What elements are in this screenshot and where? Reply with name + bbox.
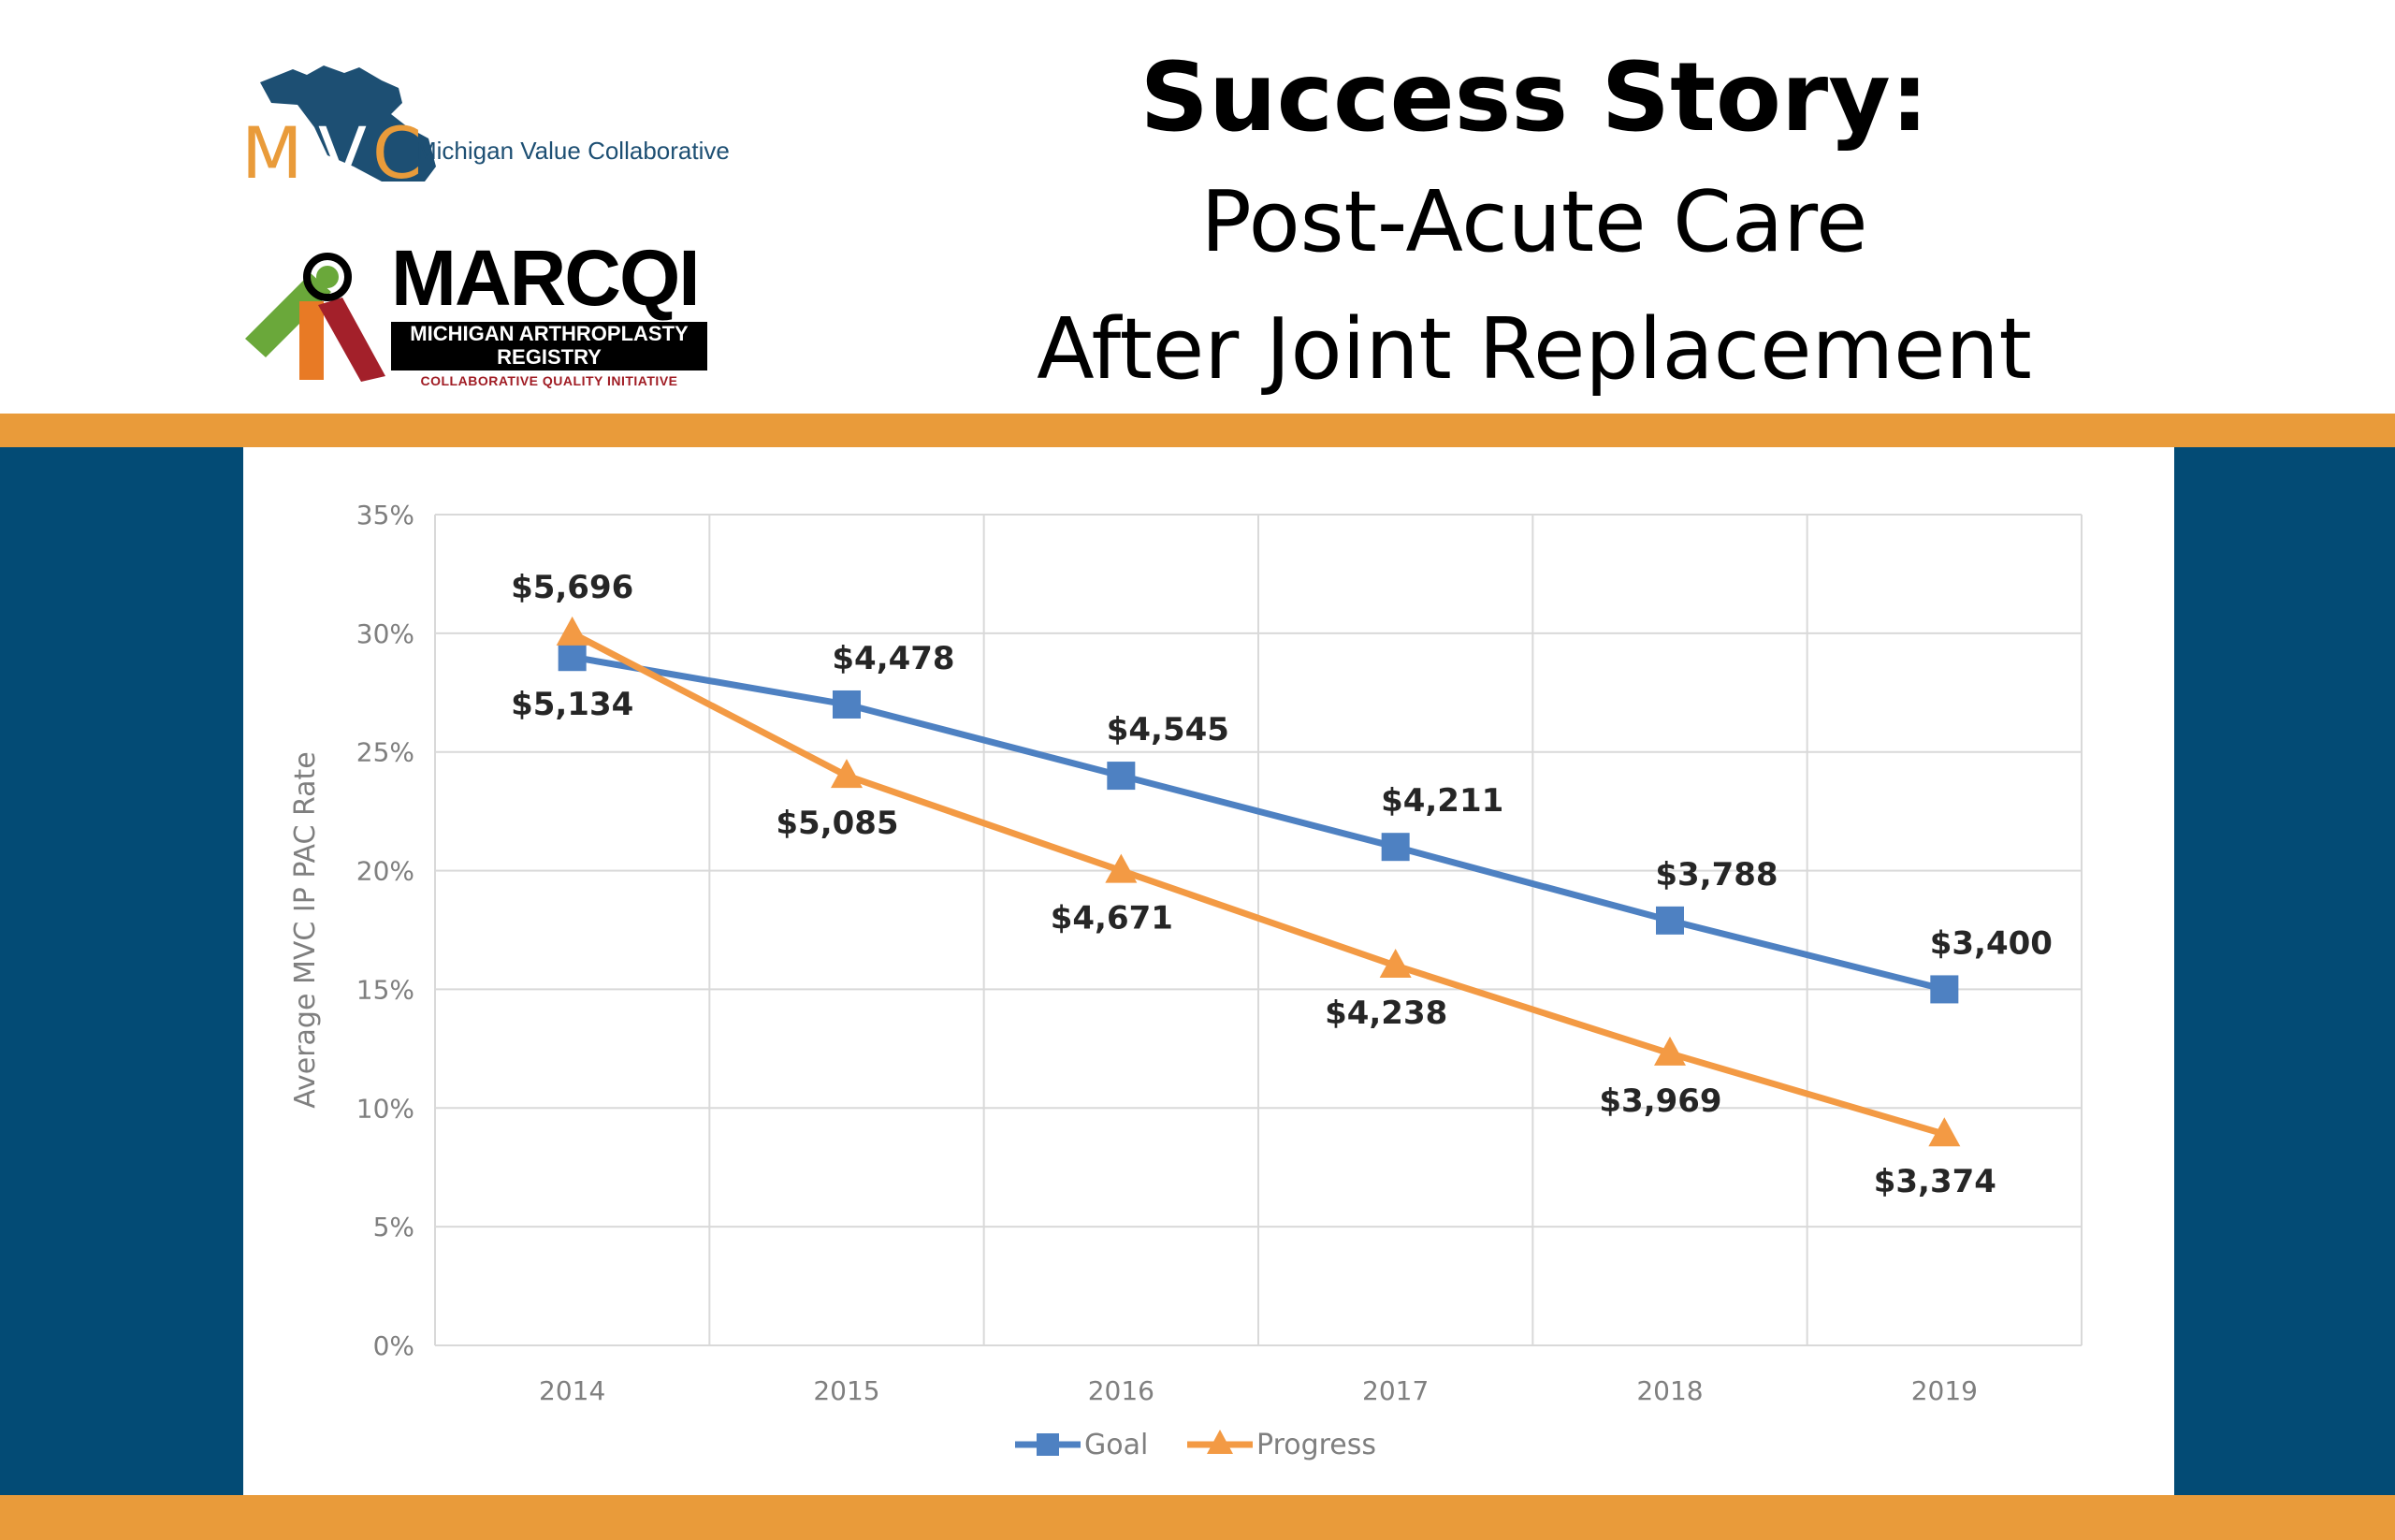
- goal-point: [558, 643, 587, 672]
- x-tick-label: 2018: [1636, 1375, 1703, 1406]
- goal-point: [1107, 762, 1136, 791]
- marcqi-emblem: [245, 253, 385, 382]
- series-line-goal: [572, 653, 1946, 993]
- x-tick-label: 2017: [1362, 1375, 1429, 1406]
- y-axis-label: Average MVC IP PAC Rate: [289, 751, 322, 1109]
- marcqi-registry-box: MICHIGAN ARTHROPLASTY REGISTRY: [391, 322, 707, 370]
- goal-data-label: $4,211: [1381, 782, 1503, 820]
- line-chart: 0%5%10%15%20%25%30%35% 2014 2015 2016 2017 2…: [289, 500, 2083, 1461]
- y-tick-label: 20%: [356, 856, 414, 887]
- y-tick-label: 15%: [356, 974, 414, 1005]
- x-axis-ticks: 2014 2015 2016 2017 2018 2019: [539, 1375, 1978, 1406]
- x-tick-label: 2016: [1088, 1375, 1154, 1406]
- chart-legend: Goal Progress: [1015, 1429, 1376, 1461]
- progress-point: [1379, 949, 1412, 979]
- marcqi-line2: REGISTRY: [497, 345, 602, 369]
- progress-data-label: $5,696: [511, 569, 633, 606]
- data-labels: $5,134 $4,478 $4,545 $4,211 $3,788 $3,400 $5,6…: [511, 569, 2053, 1200]
- progress-data-label: $3,374: [1874, 1163, 1996, 1200]
- x-tick-label: 2019: [1911, 1375, 1978, 1406]
- title-block: Success Story: Post-Acute Care After Joi…: [936, 37, 2133, 414]
- goal-point: [1656, 906, 1684, 935]
- marcqi-tagline: COLLABORATIVE QUALITY INITIATIVE: [420, 373, 678, 388]
- progress-point: [556, 616, 588, 646]
- mvc-letter-v: V: [318, 111, 367, 193]
- goal-point: [1930, 975, 1959, 1004]
- goal-data-label: $3,788: [1655, 856, 1778, 893]
- orange-divider-bottom: [0, 1495, 2395, 1540]
- x-tick-label: 2015: [813, 1375, 879, 1406]
- goal-data-label: $3,400: [1930, 924, 2053, 962]
- mvc-logo: M V C: [241, 65, 436, 193]
- y-tick-label: 35%: [356, 500, 414, 530]
- series-line-progress: [571, 630, 1946, 1138]
- goal-data-label: $5,134: [511, 686, 633, 723]
- goal-data-label: $4,478: [832, 640, 954, 677]
- x-tick-label: 2014: [539, 1375, 605, 1406]
- progress-point: [831, 759, 863, 789]
- orange-divider-top: [0, 414, 2395, 447]
- legend-marker-progress: [1207, 1430, 1233, 1454]
- y-tick-label: 0%: [373, 1330, 414, 1361]
- page-subtitle-line2: After Joint Replacement: [1037, 300, 2032, 399]
- progress-data-label: $3,969: [1599, 1082, 1721, 1120]
- mvc-letter-m: M: [241, 111, 303, 193]
- legend-label-goal: Goal: [1084, 1429, 1148, 1461]
- goal-point: [833, 690, 861, 719]
- marcqi-name: MARCQI: [391, 234, 701, 322]
- y-tick-label: 25%: [356, 737, 414, 768]
- mvc-logo-text: Michigan Value Collaborative: [416, 137, 730, 165]
- progress-point: [1654, 1036, 1686, 1066]
- legend-label-progress: Progress: [1256, 1429, 1376, 1461]
- legend-marker-goal: [1037, 1433, 1059, 1456]
- goal-data-label: $4,545: [1107, 711, 1229, 748]
- michigan-map-icon: [260, 65, 436, 182]
- figure-emblem-icon: [245, 253, 385, 382]
- progress-data-label: $4,238: [1325, 995, 1447, 1032]
- y-axis-ticks: 0% 5% 10% 15% 20% 25% 30% 35%: [356, 500, 414, 1361]
- chart-card: 0% 5% 10% 15% 20% 25% 30% 35% 2014 2015 2016 2017 2…: [243, 447, 2174, 1495]
- chart-grid: [434, 514, 2083, 1346]
- y-tick-label: 5%: [373, 1212, 414, 1242]
- y-tick-label: 30%: [356, 618, 414, 649]
- marcqi-line1: MICHIGAN ARTHROPLASTY: [410, 322, 689, 345]
- progress-data-label: $4,671: [1051, 900, 1173, 937]
- page-subtitle-line1: Post-Acute Care: [1200, 173, 1868, 271]
- chart-series: [556, 616, 1961, 1147]
- goal-point: [1381, 833, 1410, 862]
- progress-point: [1105, 853, 1138, 883]
- progress-point: [1928, 1117, 1961, 1147]
- progress-data-label: $5,085: [776, 805, 898, 842]
- mvc-letter-c: C: [372, 111, 422, 193]
- y-tick-label: 10%: [356, 1093, 414, 1124]
- page-title: Success Story:: [1139, 42, 1929, 153]
